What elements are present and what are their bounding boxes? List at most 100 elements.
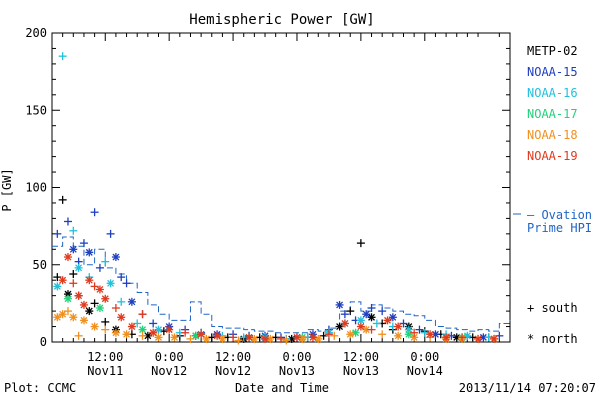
ovation-hpi-line bbox=[52, 236, 511, 334]
data-point bbox=[90, 299, 99, 308]
data-point bbox=[63, 294, 72, 303]
data-point bbox=[346, 330, 355, 339]
data-point bbox=[79, 239, 88, 248]
data-point bbox=[79, 300, 88, 309]
data-point bbox=[95, 263, 104, 272]
marker-d2 bbox=[53, 313, 61, 321]
data-point bbox=[90, 208, 99, 217]
marker-d2 bbox=[394, 332, 402, 340]
data-point bbox=[117, 313, 126, 322]
data-point bbox=[308, 333, 317, 342]
data-point bbox=[181, 328, 190, 337]
marker-d2 bbox=[85, 276, 93, 284]
data-point bbox=[53, 313, 62, 322]
marker-d2 bbox=[346, 330, 354, 338]
data-point bbox=[85, 307, 94, 316]
ovation-series bbox=[52, 236, 511, 334]
marker-d2 bbox=[155, 333, 162, 341]
marker-d2 bbox=[357, 316, 365, 324]
data-point bbox=[79, 316, 88, 325]
data-point bbox=[314, 334, 323, 343]
marker-d2 bbox=[250, 335, 258, 343]
marker-d2 bbox=[336, 301, 344, 309]
legend-north: * north bbox=[527, 332, 578, 346]
marker-d2 bbox=[139, 326, 146, 334]
marker-d2 bbox=[394, 323, 402, 331]
marker-d2 bbox=[155, 326, 162, 334]
data-point bbox=[383, 316, 392, 325]
marker-d2 bbox=[213, 332, 221, 340]
marker-d2 bbox=[453, 333, 461, 341]
data-point bbox=[213, 331, 222, 340]
marker-d2 bbox=[490, 335, 498, 343]
data-point bbox=[378, 307, 387, 316]
data-point bbox=[111, 328, 120, 337]
data-points bbox=[53, 52, 504, 345]
marker-d2 bbox=[59, 276, 67, 284]
data-point bbox=[367, 325, 376, 334]
marker-d2 bbox=[384, 316, 391, 324]
marker-d2 bbox=[85, 307, 93, 315]
data-point bbox=[122, 279, 131, 288]
data-point bbox=[63, 307, 72, 316]
legend-entry: NOAA-18 bbox=[527, 128, 578, 142]
legend-entry: NOAA-19 bbox=[527, 149, 578, 163]
data-point bbox=[117, 297, 126, 306]
data-point bbox=[458, 333, 467, 342]
marker-d2 bbox=[341, 320, 349, 327]
data-point bbox=[394, 322, 403, 331]
y-tick-label: 50 bbox=[33, 258, 47, 272]
data-point bbox=[111, 304, 120, 313]
data-point bbox=[490, 334, 499, 343]
data-point bbox=[63, 253, 72, 262]
data-point bbox=[117, 273, 126, 282]
data-point bbox=[69, 313, 78, 322]
marker-d2 bbox=[91, 323, 99, 331]
data-point bbox=[74, 263, 83, 272]
data-point bbox=[101, 257, 110, 266]
data-point bbox=[69, 270, 78, 279]
marker-d2 bbox=[197, 330, 205, 338]
data-point bbox=[149, 319, 158, 328]
marker-d2 bbox=[245, 333, 253, 341]
marker-d2 bbox=[362, 326, 370, 334]
marker-d2 bbox=[64, 253, 72, 261]
data-point bbox=[122, 330, 131, 339]
marker-d2 bbox=[123, 330, 131, 338]
data-point bbox=[378, 330, 387, 339]
marker-d2 bbox=[149, 329, 157, 337]
data-point bbox=[149, 328, 158, 337]
marker-d2 bbox=[368, 313, 375, 321]
data-point bbox=[324, 330, 333, 339]
marker-d2 bbox=[389, 313, 397, 321]
marker-d2 bbox=[314, 335, 322, 343]
data-point bbox=[340, 310, 349, 319]
x-tick-label-date: Nov12 bbox=[151, 364, 187, 378]
marker-d2 bbox=[112, 253, 120, 261]
x-tick-label-date: Nov13 bbox=[279, 364, 315, 378]
marker-d2 bbox=[336, 323, 344, 331]
plot-frame bbox=[51, 32, 511, 343]
marker-d2 bbox=[75, 292, 83, 300]
data-point bbox=[484, 333, 493, 342]
data-point bbox=[53, 229, 62, 238]
data-point bbox=[69, 245, 78, 254]
marker-d2 bbox=[362, 310, 370, 318]
data-point bbox=[335, 322, 344, 331]
data-point bbox=[261, 334, 270, 343]
data-point bbox=[250, 334, 259, 343]
plot-axes: 05010015020012:00Nov110:00Nov1212:00Nov1… bbox=[25, 26, 511, 378]
data-point bbox=[106, 279, 115, 288]
marker-d2 bbox=[261, 335, 269, 343]
marker-d2 bbox=[202, 335, 210, 343]
y-tick-label: 200 bbox=[25, 26, 47, 40]
marker-d2 bbox=[357, 323, 365, 331]
data-point bbox=[282, 336, 291, 345]
marker-d2 bbox=[112, 329, 120, 337]
data-point bbox=[101, 294, 110, 303]
marker-d2 bbox=[59, 310, 67, 318]
data-point bbox=[69, 226, 78, 235]
data-point bbox=[277, 334, 285, 343]
data-point bbox=[186, 334, 195, 343]
data-point bbox=[229, 333, 238, 342]
